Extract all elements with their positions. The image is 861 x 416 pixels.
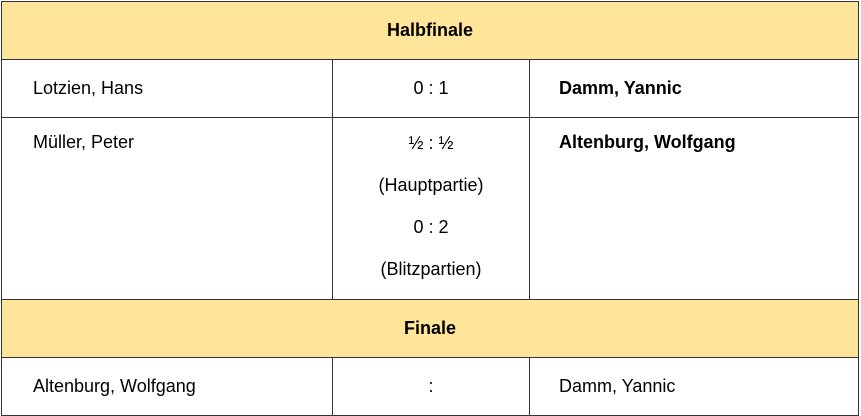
player1-cell: Müller, Peter	[1, 117, 333, 300]
player2-cell: Damm, Yannic	[529, 59, 859, 118]
result-cell: 0 : 1	[332, 59, 530, 118]
table-row: Altenburg, Wolfgang : Damm, Yannic	[1, 357, 859, 416]
result-main-note: (Hauptpartie)	[378, 175, 484, 195]
result-blitz: 0 : 2	[413, 217, 449, 237]
player1-cell: Lotzien, Hans	[1, 59, 333, 118]
section-header-halbfinale: Halbfinale	[1, 1, 859, 60]
table-row: Lotzien, Hans 0 : 1 Damm, Yannic	[1, 59, 859, 118]
player1-cell: Altenburg, Wolfgang	[1, 357, 333, 416]
section-header-finale: Finale	[1, 299, 859, 358]
player2-cell: Altenburg, Wolfgang	[529, 117, 859, 300]
result-blitz-note: (Blitzpartien)	[380, 259, 482, 279]
player2-cell: Damm, Yannic	[529, 357, 859, 416]
result-main: ½ : ½	[408, 133, 454, 153]
result-cell: ½ : ½ (Hauptpartie) 0 : 2 (Blitzpartien)	[332, 117, 530, 300]
table-row: Müller, Peter ½ : ½ (Hauptpartie) 0 : 2 …	[1, 117, 859, 300]
result-cell: :	[332, 357, 530, 416]
